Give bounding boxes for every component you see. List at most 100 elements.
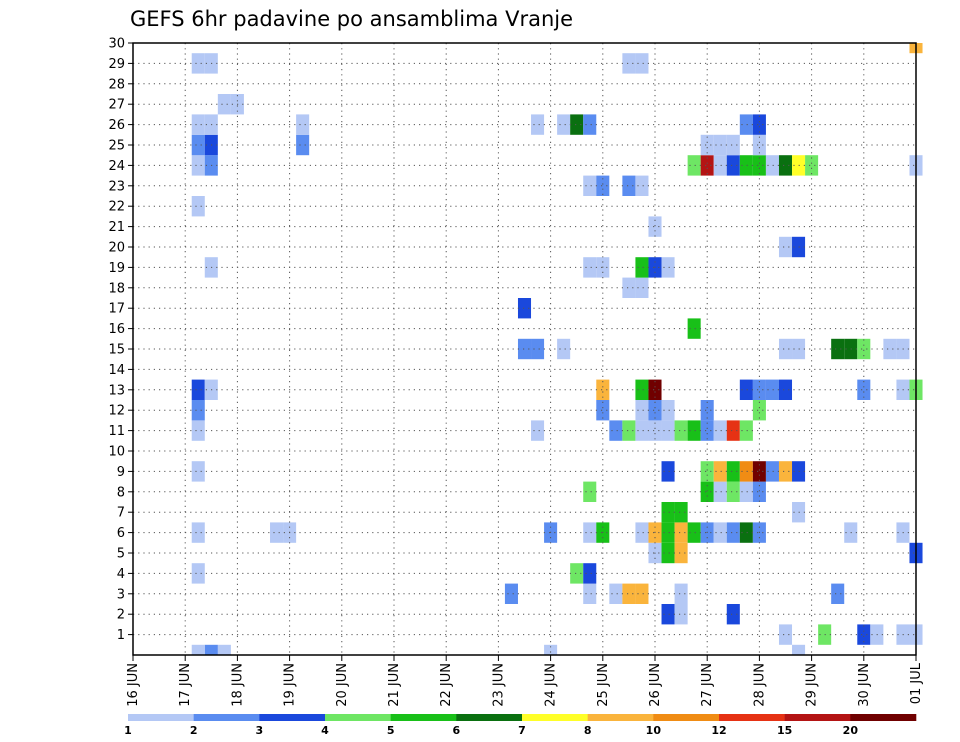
heatmap-cell <box>191 114 205 135</box>
heatmap-cell <box>726 155 740 176</box>
y-tick-label: 25 <box>108 139 125 154</box>
heatmap-cell <box>700 420 714 441</box>
heatmap-cell <box>883 338 897 360</box>
y-tick-label: 4 <box>117 567 125 582</box>
heatmap-cell <box>687 155 701 176</box>
heatmap-cell <box>191 420 205 441</box>
legend-label: 5 <box>387 724 395 737</box>
heatmap-cell <box>531 420 545 441</box>
heatmap-cell <box>570 563 584 584</box>
y-tick-label: 20 <box>108 241 125 256</box>
x-tick-label: 20 JUN <box>335 663 350 707</box>
heatmap-cell <box>191 563 205 584</box>
legend-swatch <box>784 714 851 721</box>
heatmap-cell <box>739 155 753 176</box>
heatmap-cell <box>857 338 871 360</box>
y-tick-label: 12 <box>108 404 125 419</box>
heatmap-cell <box>583 563 597 584</box>
heatmap-cell <box>504 583 518 604</box>
heatmap-cell <box>726 604 740 625</box>
heatmap-cell <box>726 134 740 156</box>
heatmap-cell <box>635 379 649 400</box>
heatmap-cell <box>583 175 597 196</box>
heatmap-cell <box>739 420 753 441</box>
heatmap-cell <box>778 461 793 482</box>
y-tick-label: 1 <box>117 628 125 643</box>
heatmap-cell <box>752 379 766 400</box>
heatmap-cell <box>596 175 610 196</box>
x-tick-label: 29 JUN <box>805 663 820 707</box>
heatmap-cells <box>191 43 923 655</box>
y-tick-label: 24 <box>108 159 125 174</box>
heatmap-cell <box>583 583 597 604</box>
legend-swatch <box>128 714 194 721</box>
y-tick-label: 21 <box>108 220 125 235</box>
x-tick-label: 30 JUN <box>857 663 872 707</box>
heatmap-cell <box>778 379 793 400</box>
heatmap-cell <box>622 583 636 604</box>
heatmap-cell <box>583 522 597 543</box>
x-tick-label: 21 JUN <box>387 663 402 707</box>
heatmap-cell <box>831 338 845 360</box>
heatmap-cell <box>752 481 766 502</box>
y-tick-label: 6 <box>117 526 125 541</box>
heatmap-cell <box>583 481 597 502</box>
heatmap-cell <box>622 277 636 298</box>
heatmap-cell <box>661 420 675 441</box>
grid-lines <box>133 42 916 655</box>
heatmap-cell <box>217 644 231 655</box>
legend-swatch <box>587 714 654 721</box>
heatmap-cell <box>713 155 727 176</box>
heatmap-cell <box>726 522 740 543</box>
heatmap-cell <box>700 134 714 156</box>
y-axis: 1234567891011121314151617181920212223242… <box>108 37 133 643</box>
heatmap-cell <box>661 522 675 543</box>
y-tick-label: 7 <box>117 506 125 521</box>
heatmap-cell <box>805 155 819 176</box>
heatmap-cell <box>713 134 727 156</box>
heatmap-cell <box>674 604 688 625</box>
heatmap-cell <box>635 257 649 278</box>
y-tick-label: 14 <box>108 363 125 378</box>
heatmap-cell <box>204 644 218 655</box>
heatmap-cell <box>778 155 793 176</box>
y-tick-label: 11 <box>108 424 125 439</box>
heatmap-cell <box>531 338 545 360</box>
heatmap-cell <box>752 114 766 135</box>
heatmap-cell <box>752 400 766 421</box>
heatmap-cell <box>700 481 714 502</box>
heatmap-cell <box>726 420 740 441</box>
heatmap-cell <box>713 522 727 543</box>
heatmap-cell <box>713 420 727 441</box>
heatmap-cell <box>191 644 205 655</box>
x-tick-label: 26 JUN <box>648 663 663 707</box>
heatmap-cell <box>739 522 753 543</box>
heatmap-cell <box>635 53 649 74</box>
heatmap-cell <box>778 338 793 360</box>
heatmap-cell <box>739 379 753 400</box>
heatmap-cell <box>191 379 205 400</box>
heatmap-cell <box>739 114 753 135</box>
heatmap-cell <box>739 481 753 502</box>
heatmap-cell <box>648 400 662 421</box>
heatmap-cell <box>191 134 205 156</box>
heatmap-cell <box>191 400 205 421</box>
legend-label: 1 <box>124 724 132 737</box>
heatmap-cell <box>739 461 753 482</box>
heatmap-cell <box>752 134 766 156</box>
heatmap-cell <box>792 236 806 258</box>
x-axis: 16 JUN 17 JUN 18 JUN 19 JUN 20 JUN 21 JUN 22 J… <box>126 655 924 707</box>
heatmap-cell <box>687 420 701 441</box>
heatmap-cell <box>544 644 558 655</box>
x-tick-label: 27 JUN <box>700 663 715 707</box>
heatmap-cell <box>635 583 649 604</box>
y-tick-label: 3 <box>117 587 125 602</box>
y-tick-label: 26 <box>108 118 125 133</box>
y-tick-label: 9 <box>117 465 125 480</box>
heatmap-cell <box>622 420 636 441</box>
heatmap-cell <box>726 481 740 502</box>
legend-label: 15 <box>777 724 792 737</box>
heatmap-cell <box>609 583 623 604</box>
x-tick-label: 17 JUN <box>178 663 193 707</box>
heatmap-cell <box>752 461 766 482</box>
